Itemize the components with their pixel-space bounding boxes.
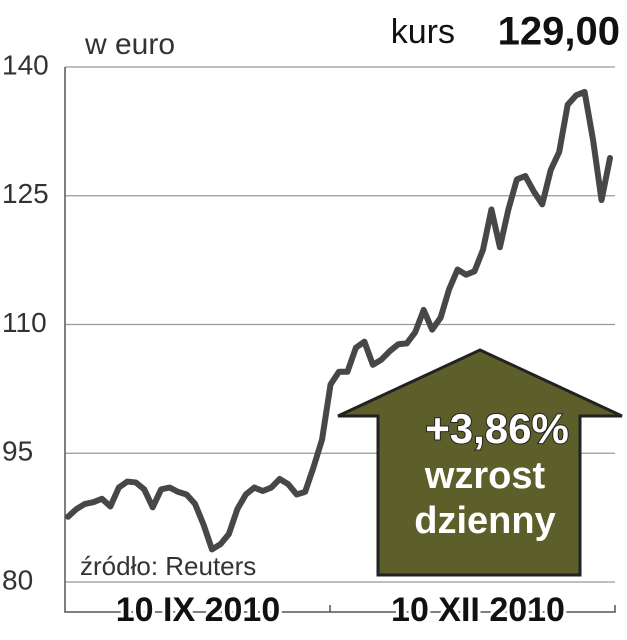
y-tick-label: 125 bbox=[2, 178, 49, 209]
x-period-label: 10 IX 2010 bbox=[116, 591, 280, 629]
annotation-text: wzrost bbox=[424, 455, 546, 497]
y-tick-label: 110 bbox=[2, 307, 47, 338]
source: źródło: Reuters bbox=[80, 551, 256, 581]
arrow bbox=[337, 348, 623, 577]
x-axis-bracket bbox=[64, 605, 616, 613]
y-tick-label: 95 bbox=[2, 436, 33, 467]
price-label: kurs bbox=[391, 13, 455, 51]
y-tick-label: 140 bbox=[2, 49, 49, 80]
annotation-text: dzienny bbox=[414, 500, 555, 542]
price-line bbox=[65, 88, 613, 553]
x-period-label: 10 XII 2010 bbox=[391, 591, 565, 629]
annotation-value: +3,86% bbox=[425, 405, 569, 452]
price-value: 129,00 bbox=[498, 10, 620, 54]
y-tick-label: 80 bbox=[2, 564, 33, 595]
y-axis-label: w euro bbox=[84, 28, 175, 61]
